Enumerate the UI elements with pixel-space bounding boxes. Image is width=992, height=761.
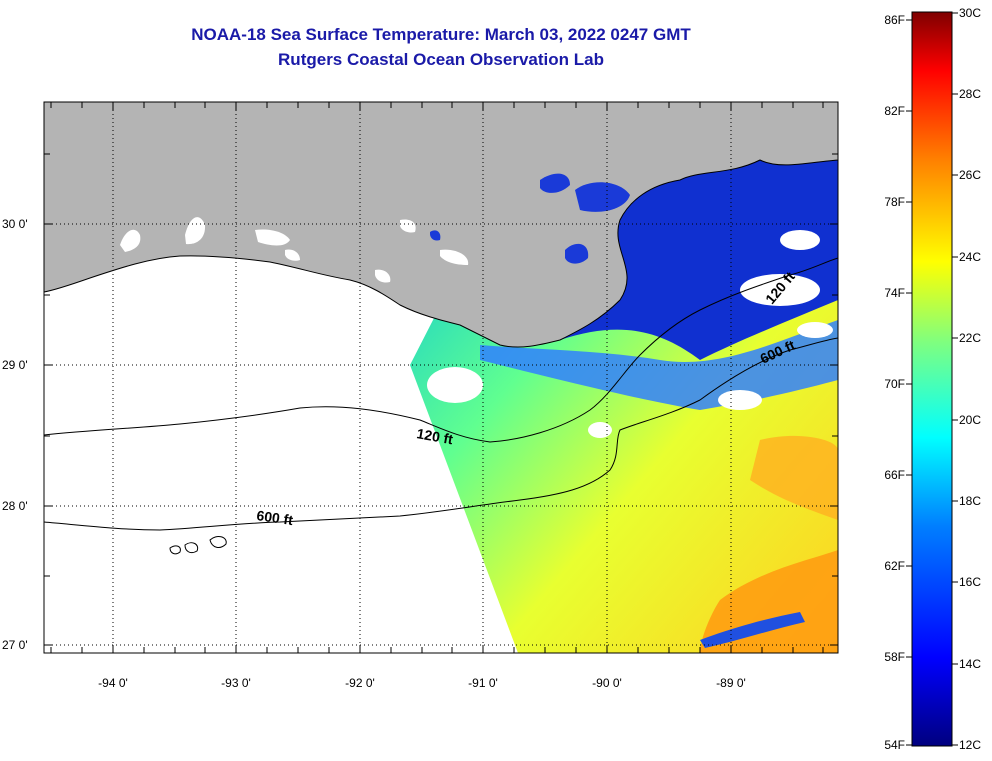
colorbar-ticks <box>906 12 958 746</box>
colorbar-c-label: 20C <box>959 413 981 427</box>
contour-120ft-line <box>44 257 838 443</box>
colorbar-f-label: 62F <box>884 559 905 573</box>
warm-water-patch <box>750 435 838 520</box>
land-mass <box>44 102 838 348</box>
colorbar-f-label: 82F <box>884 104 905 118</box>
lon-label-92: -92 0' <box>345 676 375 690</box>
colorbar <box>911 11 953 747</box>
tick-marks <box>44 102 838 653</box>
contour-600ft-line <box>44 337 838 531</box>
contour-label-600ft-west: 600 ft <box>256 507 295 528</box>
colorbar-f-label: 54F <box>884 738 905 752</box>
graticule <box>44 102 838 653</box>
map-frame <box>43 101 839 654</box>
lon-label-91: -91 0' <box>468 676 498 690</box>
colorbar-c-label: 14C <box>959 657 981 671</box>
colorbar-f-label: 74F <box>884 286 905 300</box>
colorbar-f-label: 66F <box>884 468 905 482</box>
lat-label-28: 28 0' <box>2 499 28 513</box>
lon-label-90: -90 0' <box>592 676 622 690</box>
colorbar-c-label: 16C <box>959 575 981 589</box>
cold-water-strip <box>700 612 805 648</box>
colorbar-c-label: 24C <box>959 250 981 264</box>
lon-label-89: -89 0' <box>716 676 746 690</box>
colorbar-c-label: 26C <box>959 168 981 182</box>
warm-water-patch-south <box>700 550 838 653</box>
colorbar-c-label: 28C <box>959 87 981 101</box>
inland-lakes <box>120 217 469 283</box>
lon-label-93: -93 0' <box>221 676 251 690</box>
map-subtitle: Rutgers Coastal Ocean Observation Lab <box>278 50 604 69</box>
colorbar-f-label: 70F <box>884 377 905 391</box>
colorbar-c-label: 30C <box>959 6 981 20</box>
colorbar-f-label: 78F <box>884 195 905 209</box>
lon-label-94: -94 0' <box>98 676 128 690</box>
colorbar-c-label: 18C <box>959 494 981 508</box>
map-title: NOAA-18 Sea Surface Temperature: March 0… <box>191 25 691 44</box>
cool-shelf-water <box>480 320 838 410</box>
colorbar-c-label: 12C <box>959 738 981 752</box>
colorbar-f-label: 86F <box>884 13 905 27</box>
colorbar-c-label: 22C <box>959 331 981 345</box>
lat-label-30: 30 0' <box>2 217 28 231</box>
contour-label-120ft-west: 120 ft <box>415 425 454 447</box>
lat-label-27: 27 0' <box>2 638 28 652</box>
inland-water-bodies <box>430 173 630 264</box>
colorbar-f-label: 58F <box>884 650 905 664</box>
lat-label-29: 29 0' <box>2 358 28 372</box>
shoal-contours <box>169 536 227 555</box>
